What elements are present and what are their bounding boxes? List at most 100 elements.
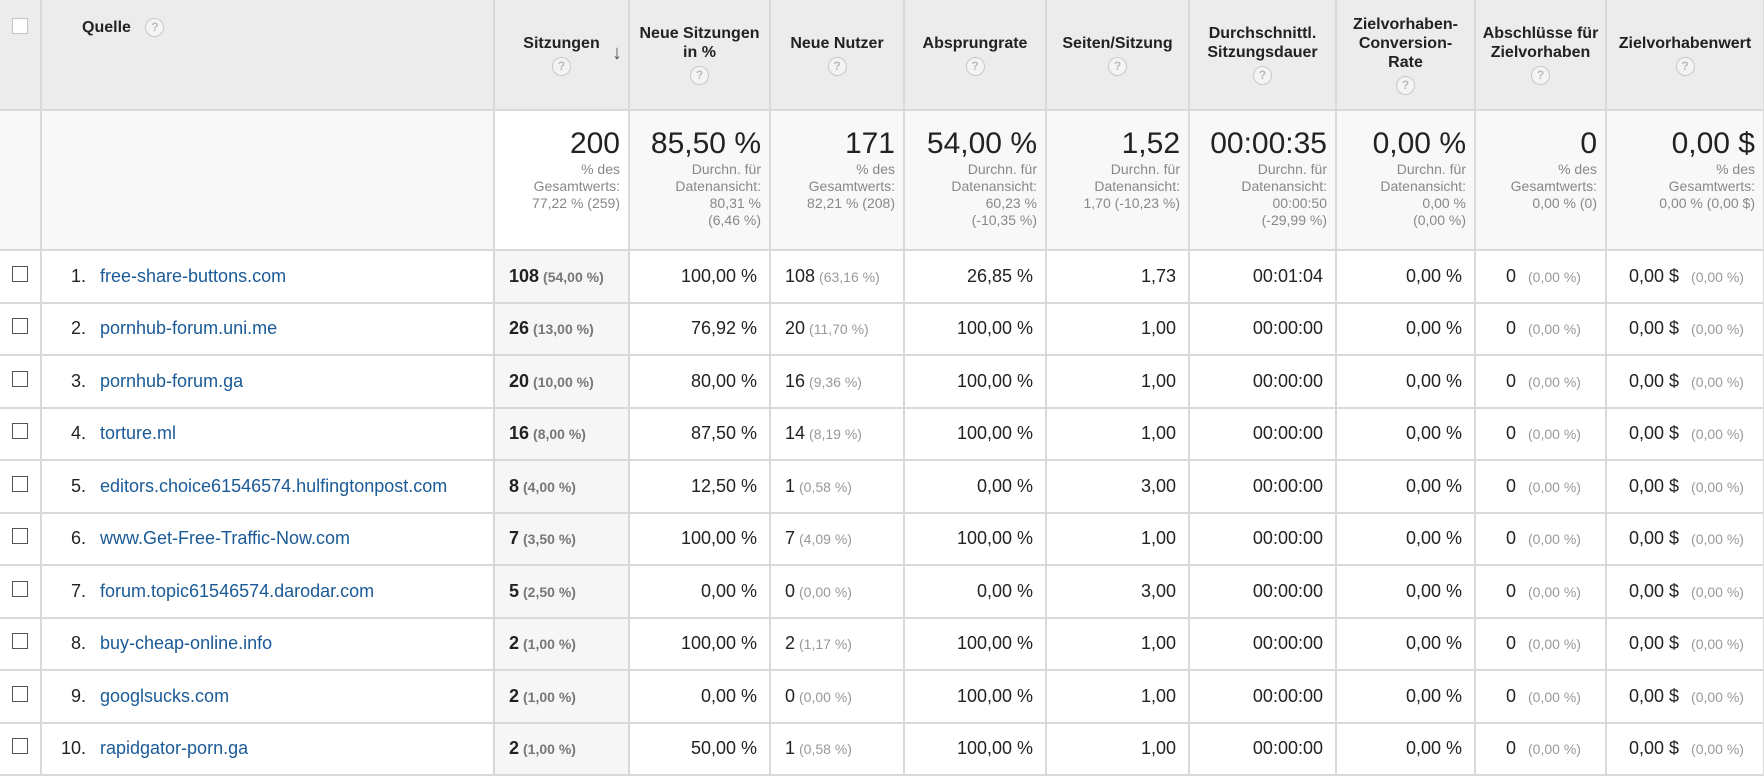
row-checkbox[interactable] (12, 370, 28, 387)
sessions-percent: (3,50 %) (523, 531, 576, 548)
source-cell: 1. free-share-buttons.com (41, 250, 495, 304)
column-header-neue-sitzungen[interactable]: Neue Sitzungen in %? (629, 0, 771, 111)
goal-completions-percent: (0,00 %) (1528, 478, 1581, 495)
goal-value-cell: 0,00 $ (0,00 %) (1606, 250, 1764, 304)
help-icon[interactable]: ? (965, 56, 985, 76)
goal-completions-cell: 0 (0,00 %) (1475, 617, 1607, 671)
row-checkbox[interactable] (12, 738, 28, 755)
bounce-rate-cell: 100,00 % (904, 617, 1047, 671)
row-index: 2. (70, 318, 86, 339)
sort-descending-icon[interactable]: ↓ (612, 42, 622, 64)
row-checkbox[interactable] (12, 633, 28, 650)
bounce-rate-cell: 100,00 % (904, 670, 1047, 724)
total-value: 171 (844, 127, 895, 160)
column-header-zielvorhabenwert[interactable]: Zielvorhabenwert? (1606, 0, 1764, 111)
goal-completions-percent: (0,00 %) (1528, 268, 1581, 285)
goal-completions-percent: (0,00 %) (1528, 426, 1581, 443)
row-checkbox[interactable] (12, 265, 28, 282)
source-link[interactable]: free-share-buttons.com (100, 265, 287, 286)
source-link[interactable]: buy-cheap-online.info (100, 633, 273, 654)
column-header-sitzungsdauer[interactable]: Durchschnittl. Sitzungsdauer? (1189, 0, 1337, 111)
session-duration-cell: 00:00:00 (1189, 722, 1337, 776)
sessions-percent: (8,00 %) (533, 426, 586, 443)
session-duration-cell: 00:00:00 (1189, 407, 1337, 461)
goal-value-cell: 0,00 $ (0,00 %) (1606, 512, 1764, 566)
help-icon[interactable]: ? (1253, 66, 1272, 85)
row-checkbox[interactable] (12, 318, 28, 335)
total-subtext: Durchn. für Datenansicht: 1,70 (-10,23 %… (1083, 161, 1181, 211)
source-link[interactable]: pornhub-forum.ga (100, 370, 244, 391)
total-abschluesse: 0% des Gesamtwerts: 0,00 % (0) (1475, 110, 1607, 251)
pages-per-session-cell: 1,00 (1046, 407, 1190, 461)
sessions-cell: 2 (1,00 %) (494, 722, 630, 776)
help-icon[interactable]: ? (1531, 66, 1550, 85)
total-subtext: % des Gesamtwerts: 0,00 % (0) (1510, 161, 1597, 211)
help-icon[interactable]: ? (1396, 75, 1415, 95)
help-icon[interactable]: ? (552, 56, 571, 76)
total-subtext: Durchn. für Datenansicht: 80,31 % (6,46 … (675, 161, 761, 228)
goal-completions-cell: 0 (0,00 %) (1475, 670, 1607, 724)
goal-value: 0,00 $ (1629, 475, 1680, 496)
table-row: 8. buy-cheap-online.info 2 (1,00 %) 100,00… (0, 617, 1764, 671)
sessions-percent: (2,50 %) (523, 583, 576, 600)
sessions-value: 16 (509, 423, 530, 444)
help-icon[interactable]: ? (1675, 56, 1695, 76)
row-index: 6. (70, 528, 86, 549)
new-users-cell: 108 (63,16 %) (770, 250, 905, 304)
session-duration-cell: 00:00:00 (1189, 302, 1337, 356)
goal-value: 0,00 $ (1629, 423, 1680, 444)
column-header-seiten-sitzung[interactable]: Seiten/Sitzung? (1046, 0, 1190, 111)
row-checkbox[interactable] (12, 528, 28, 545)
row-checkbox[interactable] (12, 475, 28, 492)
source-link[interactable]: forum.topic61546574.darodar.com (100, 580, 375, 601)
source-link[interactable]: pornhub-forum.uni.me (100, 318, 278, 339)
table-row: 3. pornhub-forum.ga 20 (10,00 %) 80,00 % 1… (0, 355, 1764, 409)
row-index: 5. (70, 475, 86, 496)
column-header-conversion-rate[interactable]: Zielvorhaben-Conversion-Rate? (1336, 0, 1476, 111)
source-link[interactable]: editors.choice61546574.hulfingtonpost.co… (100, 475, 448, 496)
source-link[interactable]: torture.ml (100, 423, 177, 444)
source-link[interactable]: googlsucks.com (100, 685, 230, 706)
row-checkbox[interactable] (12, 685, 28, 702)
goal-value-percent: (0,00 %) (1691, 583, 1744, 600)
goal-value: 0,00 $ (1629, 685, 1680, 706)
row-checkbox[interactable] (12, 423, 28, 440)
bounce-rate-cell: 0,00 % (904, 565, 1047, 619)
source-link[interactable]: www.Get-Free-Traffic-Now.com (100, 528, 351, 549)
table-row: 7. forum.topic61546574.darodar.com 5 (2,50… (0, 565, 1764, 619)
row-checkbox[interactable] (12, 580, 28, 597)
sessions-value: 5 (509, 580, 520, 601)
new-users-cell: 1 (0,58 %) (770, 722, 905, 776)
total-value: 1,52 (1121, 127, 1180, 160)
column-header-abschluesse[interactable]: Abschlüsse für Zielvorhaben? (1475, 0, 1607, 111)
new-users-value: 2 (785, 633, 796, 654)
column-header-quelle[interactable]: Quelle ? (41, 0, 495, 111)
source-link[interactable]: rapidgator-porn.ga (100, 738, 249, 759)
conversion-rate-cell: 0,00 % (1336, 407, 1476, 461)
help-icon[interactable]: ? (1108, 56, 1127, 76)
source-cell: 4. torture.ml (41, 407, 495, 461)
total-value: 85,50 % (650, 127, 761, 160)
goal-value-cell: 0,00 $ (0,00 %) (1606, 355, 1764, 409)
new-sessions-cell: 80,00 % (629, 355, 771, 409)
help-icon[interactable]: ? (690, 66, 709, 85)
help-icon[interactable]: ? (145, 18, 165, 38)
sessions-value: 108 (509, 265, 540, 286)
goal-value-cell: 0,00 $ (0,00 %) (1606, 302, 1764, 356)
column-header-neue-nutzer[interactable]: Neue Nutzer? (770, 0, 905, 111)
goal-completions-value: 0 (1506, 318, 1517, 339)
column-header-absprungrate[interactable]: Absprungrate? (904, 0, 1047, 111)
column-header-sitzungen[interactable]: Sitzungen? ↓ (494, 0, 630, 111)
goal-completions-percent: (0,00 %) (1528, 688, 1581, 705)
total-subtext: Durchn. für Datenansicht: 0,00 % (0,00 %… (1380, 161, 1466, 228)
goal-completions-value: 0 (1506, 738, 1517, 759)
source-cell: 3. pornhub-forum.ga (41, 355, 495, 409)
sessions-percent: (13,00 %) (533, 321, 594, 338)
sessions-value: 8 (509, 475, 520, 496)
table-row: 6. www.Get-Free-Traffic-Now.com 7 (3,50 %)… (0, 512, 1764, 566)
help-icon[interactable]: ? (827, 56, 847, 76)
select-all-checkbox[interactable] (12, 18, 28, 34)
goal-value-cell: 0,00 $ (0,00 %) (1606, 670, 1764, 724)
sessions-cell: 8 (4,00 %) (494, 460, 630, 514)
row-select-cell (0, 355, 42, 409)
